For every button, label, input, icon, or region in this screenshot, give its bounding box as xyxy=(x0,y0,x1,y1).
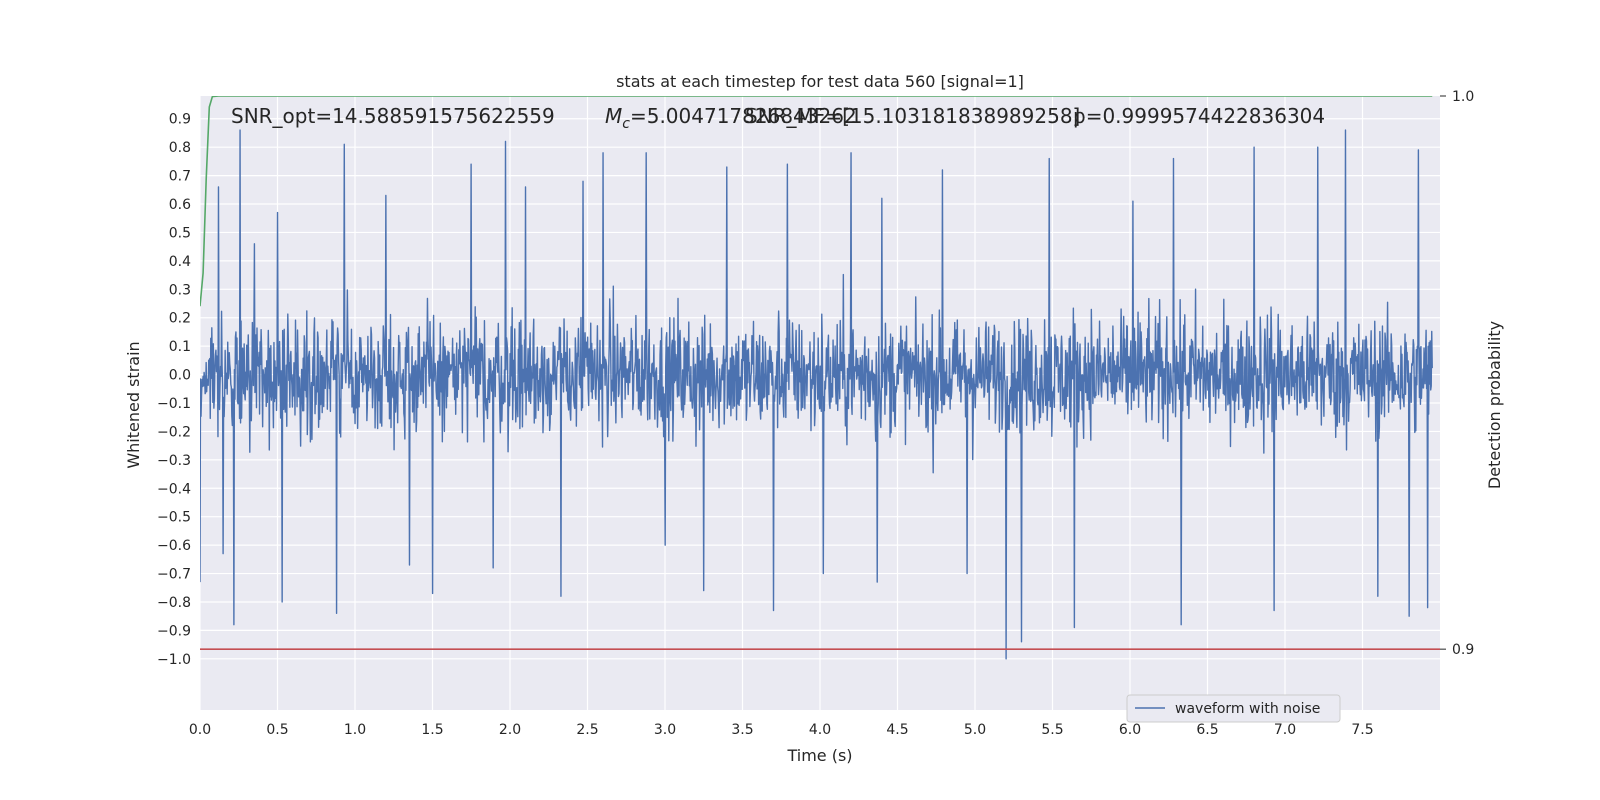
x-tick-label: 0.0 xyxy=(189,722,211,738)
legend-box xyxy=(1126,694,1341,723)
legend-label-waveform: waveform with noise xyxy=(1175,701,1320,717)
annotation-chirp-mass-value: =5.004717826843262 xyxy=(630,104,857,128)
y-tick-label: 0.5 xyxy=(169,225,191,241)
x-tick-label: 4.5 xyxy=(886,722,908,738)
y-tick-label: 0.6 xyxy=(169,197,191,213)
y-tick-label: −0.8 xyxy=(157,595,191,611)
y-tick-label: −0.5 xyxy=(157,510,191,526)
annotation-chirp-mass-sub: c xyxy=(622,116,630,132)
y-tick-label: 0.9 xyxy=(169,112,191,128)
x-tick-label: 0.5 xyxy=(266,722,288,738)
x-axis: 0.0 0.5 1.0 1.5 2.0 2.5 3.0 3.5 4.0 4.5 5.0 5.5 6.0 6… xyxy=(189,722,1374,738)
y2-axis-label: Detection probability xyxy=(1485,321,1504,489)
y-tick-label: 0.3 xyxy=(169,282,191,298)
y-tick-label: −0.9 xyxy=(157,623,191,639)
x-tick-label: 5.5 xyxy=(1041,722,1063,738)
chart-title: stats at each timestep for test data 560… xyxy=(616,72,1024,91)
legend: waveform with noise xyxy=(1126,694,1341,723)
x-tick-label: 2.5 xyxy=(576,722,598,738)
annotation-snr-opt: SNR_opt=14.588591575622559 xyxy=(231,104,555,128)
waveform-line xyxy=(200,129,1433,660)
annotation-snr-mf: SNR_MF=[15.103181838989258] xyxy=(745,104,1080,128)
y-tick-label: −0.7 xyxy=(157,567,191,583)
y-tick-label: −0.4 xyxy=(157,481,191,497)
x-tick-label: 6.5 xyxy=(1196,722,1218,738)
x-tick-label: 1.5 xyxy=(421,722,443,738)
annotations: SNR_opt=14.588591575622559 Mc=5.00471782… xyxy=(231,104,1325,132)
y-tick-label: −1.0 xyxy=(157,652,191,668)
x-tick-label: 7.5 xyxy=(1351,722,1373,738)
y-tick-label: 0.7 xyxy=(169,169,191,185)
y-tick-label: −0.1 xyxy=(157,396,191,412)
detection-probability-line xyxy=(200,96,1433,307)
y-tick-label: 0.0 xyxy=(169,368,191,384)
y2-tick-label: 0.9 xyxy=(1452,642,1474,658)
y-tick-label: 0.4 xyxy=(169,254,191,270)
y-tick-label: −0.3 xyxy=(157,453,191,469)
x-tick-label: 4.0 xyxy=(809,722,831,738)
y-axis-label: Whitened strain xyxy=(124,341,143,468)
y-tick-label: 0.8 xyxy=(169,140,191,156)
x-tick-label: 1.0 xyxy=(344,722,366,738)
annotation-p-value: p=0.9999574422836304 xyxy=(1073,104,1325,128)
x-tick-label: 6.0 xyxy=(1119,722,1141,738)
x-axis-label: Time (s) xyxy=(786,746,852,765)
x-tick-label: 3.0 xyxy=(654,722,676,738)
y-tick-label: 0.1 xyxy=(169,339,191,355)
y-tick-label: −0.6 xyxy=(157,538,191,554)
y-axis-right: 1.0 0.9 xyxy=(1440,89,1474,658)
x-tick-label: 5.0 xyxy=(964,722,986,738)
annotation-chirp-mass: Mc=5.004717826843262 xyxy=(605,104,857,132)
y-tick-label: 0.2 xyxy=(169,311,191,327)
annotation-chirp-mass-symbol: M xyxy=(605,104,622,128)
x-tick-label: 7.0 xyxy=(1274,722,1296,738)
x-tick-label: 2.0 xyxy=(499,722,521,738)
y-axis-left: 0.9 0.8 0.7 0.6 0.5 0.4 0.3 0.2 0.1 0.0 −0.1 −0.2 −0… xyxy=(157,112,191,668)
plot-series-group xyxy=(200,96,1440,660)
y2-tick-label: 1.0 xyxy=(1452,89,1474,105)
x-tick-label: 3.5 xyxy=(731,722,753,738)
y-tick-label: −0.2 xyxy=(157,424,191,440)
